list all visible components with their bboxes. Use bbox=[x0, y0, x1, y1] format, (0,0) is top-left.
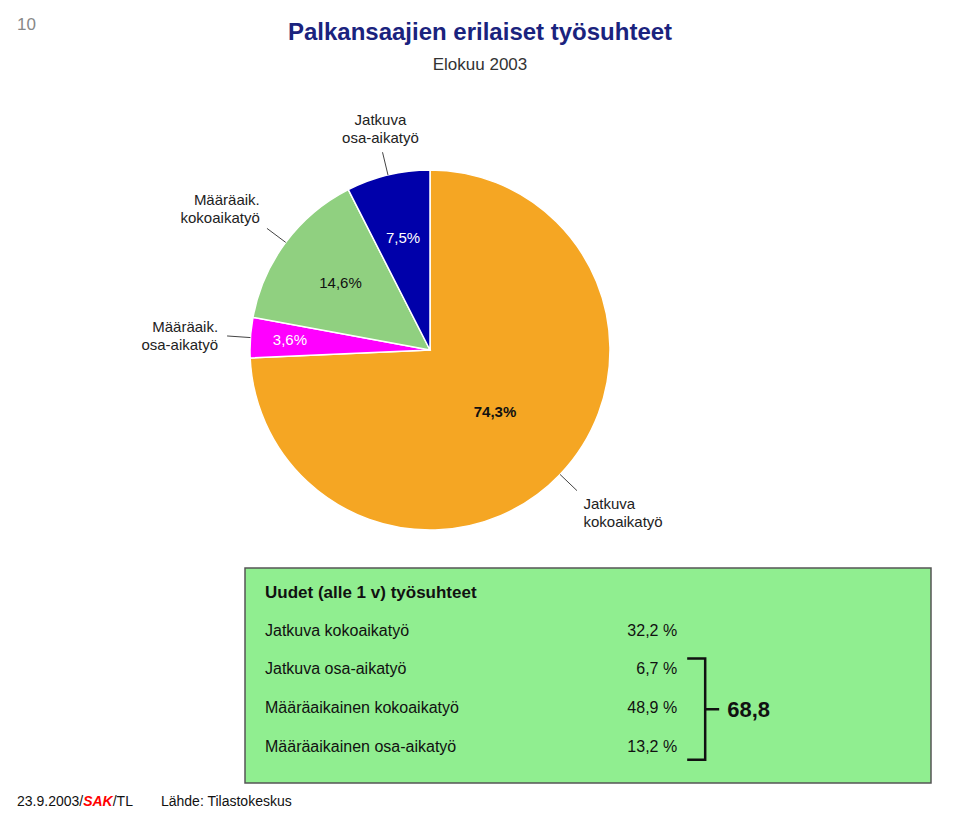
leader-line bbox=[383, 152, 388, 175]
pie bbox=[250, 170, 610, 530]
leader-line bbox=[267, 228, 286, 242]
brace bbox=[687, 658, 719, 759]
footer-text: 23.9.2003/ bbox=[17, 793, 83, 809]
category-label: Määräaik.kokoaikatyö bbox=[181, 191, 260, 226]
category-label: Jatkuvakokoaikatyö bbox=[583, 495, 662, 530]
table-row-value: 6,7 % bbox=[636, 660, 677, 677]
footer-text: Lähde: Tilastokeskus bbox=[161, 793, 292, 809]
table-row-value: 32,2 % bbox=[627, 622, 677, 639]
leader-line bbox=[227, 336, 250, 338]
table-box bbox=[245, 568, 931, 783]
table-title: Uudet (alle 1 v) työsuhteet bbox=[265, 583, 477, 602]
pie-slice bbox=[250, 170, 610, 530]
brace-value: 68,8 bbox=[727, 697, 770, 722]
table-row-label: Jatkuva osa-aikatyö bbox=[265, 660, 407, 677]
data-label: 74,3% bbox=[474, 403, 517, 420]
table-row-label: Määräaikainen kokoaikatyö bbox=[265, 699, 459, 716]
table-row-value: 48,9 % bbox=[627, 699, 677, 716]
data-label: 3,6% bbox=[273, 331, 307, 348]
category-label: Jatkuvaosa-aikatyö bbox=[342, 111, 419, 146]
pie-slice bbox=[348, 170, 430, 350]
leader-line bbox=[560, 474, 577, 490]
subtitle: Elokuu 2003 bbox=[433, 55, 528, 74]
data-label: 14,6% bbox=[319, 274, 362, 291]
chart: Palkansaajien erilaiset työsuhteet Elokuu… bbox=[0, 0, 960, 818]
data-label: 7,5% bbox=[386, 229, 420, 246]
slide-number: 10 bbox=[17, 15, 36, 34]
footer-text: /TL bbox=[113, 793, 133, 809]
category-label: Määräaik.osa-aikatyö bbox=[141, 318, 218, 353]
table-row-value: 13,2 % bbox=[627, 738, 677, 755]
footer-text: SAK bbox=[83, 793, 113, 809]
footer: 23.9.2003/SAK/TL Lähde: Tilastokeskus bbox=[17, 793, 292, 809]
table-row-label: Määräaikainen osa-aikatyö bbox=[265, 738, 456, 755]
table-row-label: Jatkuva kokoaikatyö bbox=[265, 622, 409, 639]
title: Palkansaajien erilaiset työsuhteet bbox=[288, 18, 672, 45]
